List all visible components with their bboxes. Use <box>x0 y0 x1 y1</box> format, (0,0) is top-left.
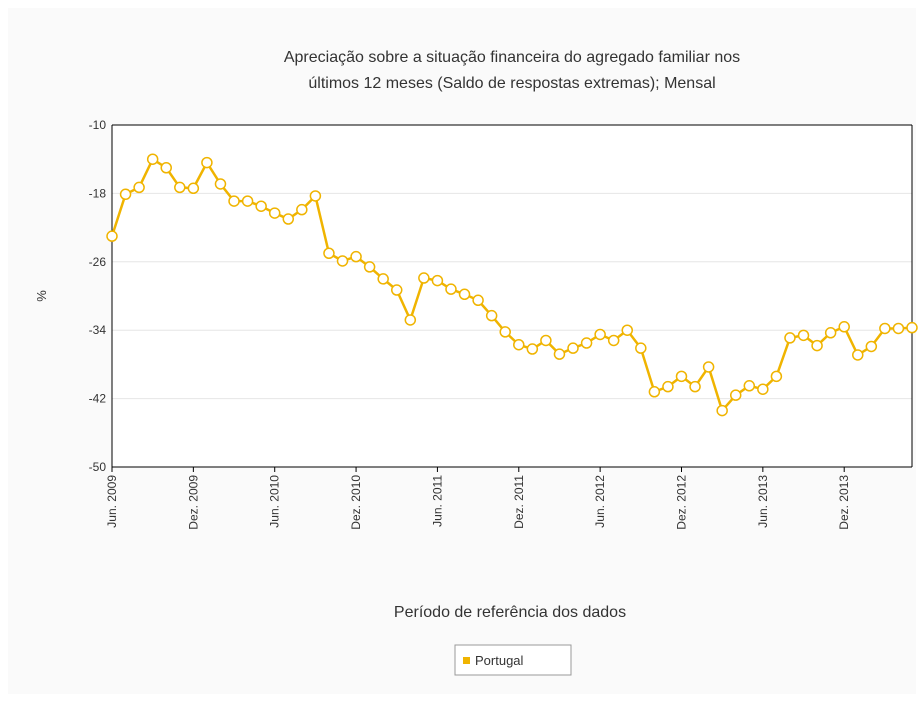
data-point <box>607 334 620 347</box>
data-point <box>282 213 295 225</box>
data-point <box>146 153 159 165</box>
data-point <box>350 250 362 263</box>
chart-title: Apreciação sobre a situação financeira d… <box>284 49 740 66</box>
data-point <box>174 181 186 194</box>
data-point <box>160 162 172 174</box>
data-point <box>241 195 254 207</box>
y-tick-label: -42 <box>89 392 107 406</box>
data-point <box>648 386 661 398</box>
data-point <box>390 284 403 296</box>
data-point <box>201 156 213 169</box>
data-point <box>689 380 701 393</box>
x-tick-label: Dez. 2012 <box>674 475 688 530</box>
data-point <box>743 380 756 392</box>
data-point <box>187 182 200 195</box>
data-point <box>228 195 240 207</box>
data-point <box>580 337 593 349</box>
data-point <box>214 178 227 190</box>
x-axis-title: Período de referência dos dados <box>394 604 626 621</box>
data-point <box>621 324 634 336</box>
x-tick-label: Jun. 2011 <box>430 475 444 527</box>
chart-title: últimos 12 meses (Saldo de respostas ext… <box>308 75 715 92</box>
data-point <box>540 334 552 347</box>
data-point <box>526 343 539 355</box>
data-point <box>309 190 322 202</box>
y-tick-label: -18 <box>89 186 107 200</box>
data-point <box>472 294 484 307</box>
data-point <box>892 322 905 335</box>
x-tick-label: Dez. 2011 <box>512 475 526 529</box>
data-point <box>445 283 457 295</box>
data-point <box>499 326 511 338</box>
data-point <box>106 230 118 242</box>
y-axis-title: % <box>34 290 49 302</box>
data-point <box>757 383 769 395</box>
data-point <box>770 370 783 383</box>
x-tick-label: Dez. 2013 <box>837 475 851 530</box>
data-point <box>363 261 376 273</box>
data-point <box>431 274 444 287</box>
data-point <box>702 361 715 373</box>
data-point <box>635 342 647 354</box>
data-point <box>594 328 606 341</box>
data-point <box>797 329 810 342</box>
data-point <box>675 370 688 383</box>
data-point <box>567 342 579 354</box>
legend-label: Portugal <box>475 653 524 668</box>
y-tick-label: -34 <box>89 323 107 337</box>
x-tick-label: Jun. 2009 <box>105 475 119 528</box>
data-point <box>268 207 281 219</box>
data-point <box>838 321 850 333</box>
data-point <box>865 340 878 353</box>
data-point <box>404 314 417 326</box>
x-tick-label: Dez. 2010 <box>349 475 363 530</box>
data-point <box>784 332 796 344</box>
legend-box <box>454 644 572 676</box>
data-point <box>824 327 837 339</box>
data-point <box>418 272 430 284</box>
data-point <box>716 404 728 417</box>
data-point <box>811 339 823 352</box>
data-point <box>377 273 389 285</box>
data-point <box>906 321 918 334</box>
data-point <box>119 188 132 201</box>
y-tick-label: -10 <box>89 118 107 132</box>
data-point <box>879 322 891 335</box>
data-point <box>133 181 145 194</box>
data-point <box>485 309 498 322</box>
data-point <box>662 380 674 393</box>
data-point <box>729 389 742 401</box>
y-tick-label: -26 <box>89 255 107 269</box>
data-point <box>323 247 335 259</box>
x-tick-label: Jun. 2010 <box>268 475 282 528</box>
data-point <box>255 200 267 212</box>
y-tick-label: -50 <box>89 460 107 474</box>
x-tick-label: Jun. 2012 <box>593 475 607 528</box>
data-point <box>852 349 864 361</box>
data-point <box>553 348 566 360</box>
plot-area <box>112 125 912 467</box>
legend-swatch <box>463 657 470 664</box>
x-tick-label: Dez. 2009 <box>186 475 200 530</box>
data-point <box>458 288 471 301</box>
data-point <box>513 338 525 351</box>
x-tick-label: Jun. 2013 <box>756 475 770 528</box>
data-point <box>336 255 349 267</box>
data-point <box>296 203 308 216</box>
